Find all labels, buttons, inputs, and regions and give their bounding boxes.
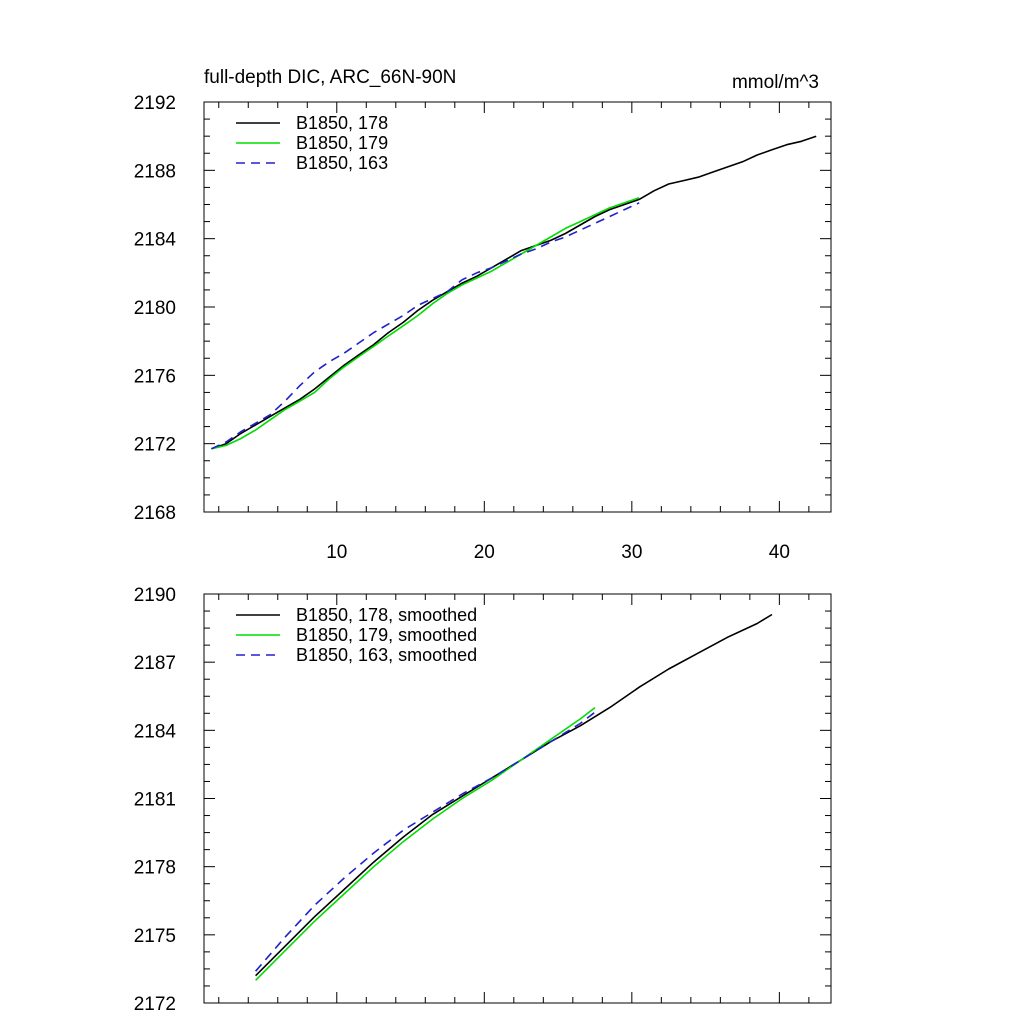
units-label: mmol/m^3 xyxy=(732,72,819,93)
x-tick-label: 20 xyxy=(474,542,495,563)
legend-label-1: B1850, 178 xyxy=(296,113,388,133)
panel-top: 10 20 30 40 2168 2172 2176 2180 2184 2188 2192 full… xyxy=(134,67,832,563)
y-tick-label: 2178 xyxy=(134,858,176,879)
y-tick-label: 2172 xyxy=(134,994,176,1015)
x-tick-label: 10 xyxy=(326,542,347,563)
series-line-1 xyxy=(255,613,773,977)
y-tick-label: 2188 xyxy=(134,161,176,182)
series-line-2 xyxy=(255,706,596,981)
y-tick-label: 2184 xyxy=(134,721,177,742)
chart-title: full-depth DIC, ARC_66N-90N xyxy=(204,67,456,88)
legend-label-3: B1850, 163, smoothed xyxy=(296,645,477,665)
series-line-1 xyxy=(211,135,817,450)
y-tick-label: 2184 xyxy=(134,230,177,251)
y-tick-label: 2176 xyxy=(134,366,176,387)
y-tick-label: 2172 xyxy=(134,435,176,456)
y-tick-label: 2187 xyxy=(134,653,176,674)
x-tick-label: 30 xyxy=(621,542,642,563)
legend-label-3: B1850, 163 xyxy=(296,153,388,173)
y-tick-label: 2192 xyxy=(134,93,176,114)
series-line-3 xyxy=(211,202,640,450)
y-tick-label: 2180 xyxy=(134,298,176,319)
y-tick-label: 2168 xyxy=(134,503,176,524)
legend-label-2: B1850, 179, smoothed xyxy=(296,625,477,645)
series-line-3 xyxy=(254,711,596,972)
legend-label-2: B1850, 179 xyxy=(296,133,388,153)
series-line-2 xyxy=(211,196,640,450)
x-tick-label: 40 xyxy=(769,542,790,563)
panel-bottom: 2172 2175 2178 2181 2184 2187 2190 B1850, 178, … xyxy=(134,585,832,1015)
legend-label-1: B1850, 178, smoothed xyxy=(296,605,477,625)
y-tick-label: 2190 xyxy=(134,585,176,606)
y-tick-label: 2181 xyxy=(134,790,176,811)
y-tick-label: 2175 xyxy=(134,926,176,947)
